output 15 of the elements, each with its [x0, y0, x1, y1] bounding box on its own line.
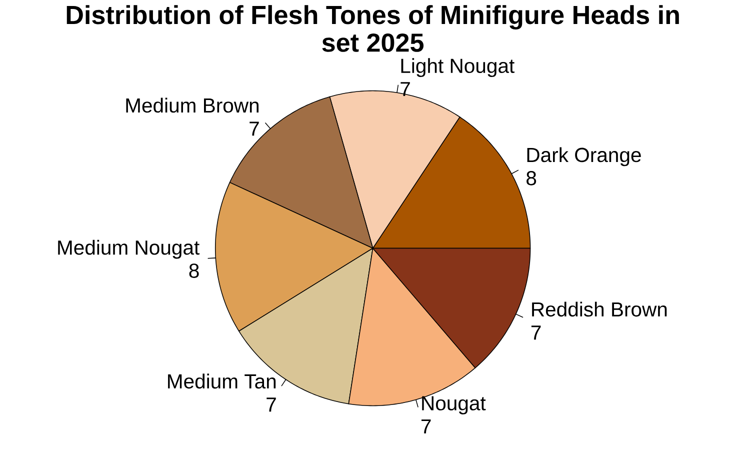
- slice-label: Medium Tan: [168, 374, 276, 389]
- slice-label: Nougat: [422, 396, 486, 414]
- slice-label: Dark Orange: [527, 147, 641, 166]
- data-label: 7: [400, 82, 410, 96]
- slice-label: Medium Brown: [126, 98, 259, 113]
- data-label: 7: [531, 326, 541, 340]
- data-label: 8: [526, 171, 536, 186]
- data-label: 8: [189, 264, 199, 278]
- data-label: 7: [250, 122, 259, 136]
- slice-label: Reddish Brown: [532, 302, 667, 317]
- data-label: 7: [422, 420, 431, 434]
- data-label: 7: [266, 398, 276, 412]
- slice-label: Light Nougat: [401, 58, 514, 78]
- slice-label: Medium Nougat: [58, 240, 200, 259]
- chart-title: Distribution of Flesh Tones of Minifigure Heads in set 2025: [66, 5, 679, 52]
